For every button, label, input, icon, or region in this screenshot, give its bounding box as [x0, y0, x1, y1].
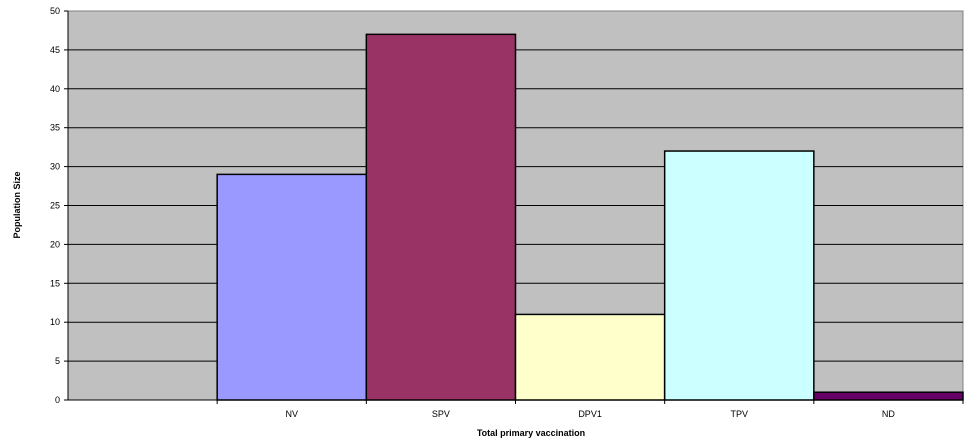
x-tick-label: TPV — [730, 409, 748, 419]
y-tick-label: 15 — [50, 278, 60, 288]
y-axis-ticks: 0 5 10 15 20 25 30 35 40 45 50 — [50, 6, 68, 405]
y-tick-label: 35 — [50, 123, 60, 133]
y-tick-label: 40 — [50, 84, 60, 94]
x-tick-label: ND — [882, 409, 895, 419]
x-tick-label: DPV1 — [578, 409, 602, 419]
y-tick-label: 30 — [50, 162, 60, 172]
y-tick-label: 25 — [50, 201, 60, 211]
bar-nv — [216, 173, 368, 401]
x-axis-ticks: NV SPV DPV1 TPV ND — [216, 400, 964, 419]
x-tick-label: SPV — [432, 409, 450, 419]
bars — [216, 33, 964, 401]
x-axis-title: Total primary vaccination — [477, 428, 585, 438]
y-tick-label: 20 — [50, 239, 60, 249]
bar-nd — [813, 391, 964, 401]
y-tick-label: 45 — [50, 45, 60, 55]
y-axis-title: Population Size — [12, 171, 22, 238]
bar-spv — [365, 33, 517, 401]
bar-dpv1 — [514, 313, 666, 401]
y-tick-label: 5 — [55, 356, 60, 366]
y-tick-label: 0 — [55, 395, 60, 405]
x-tick-label: NV — [285, 409, 298, 419]
bar-tpv — [663, 150, 815, 401]
y-tick-label: 50 — [50, 6, 60, 16]
y-tick-label: 10 — [50, 317, 60, 327]
